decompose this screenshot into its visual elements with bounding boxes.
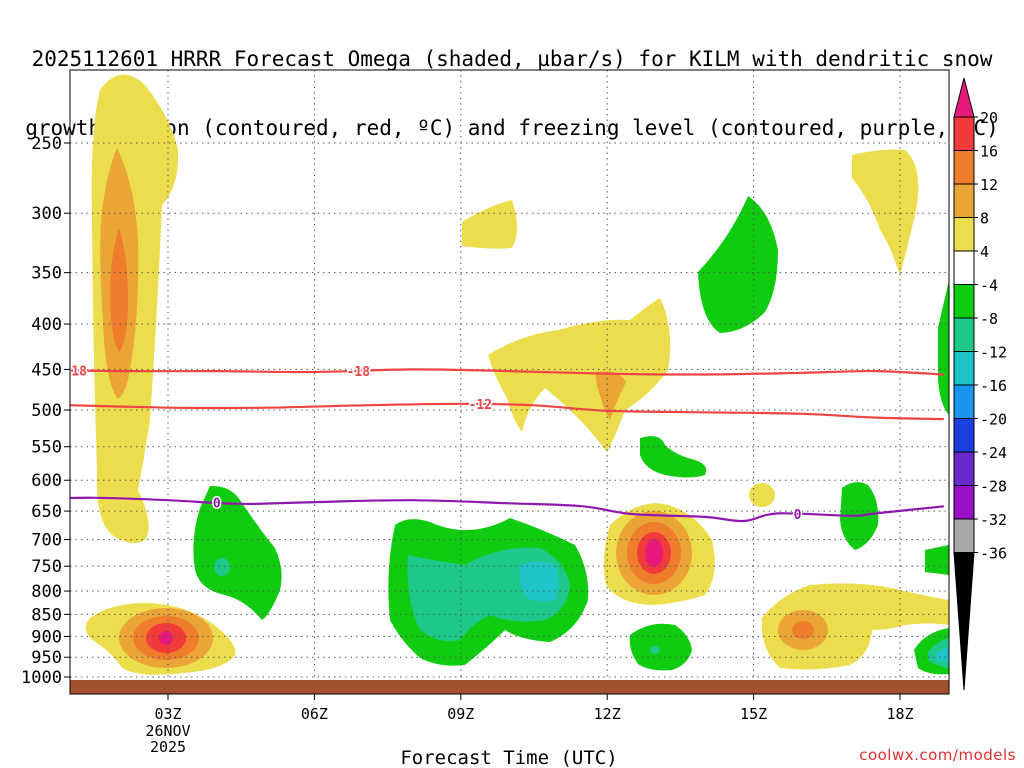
x-tick-date-label: 26NOV bbox=[145, 722, 190, 740]
colorbar-tick-label--24: -24 bbox=[980, 444, 1007, 462]
colorbar-tick-label--16: -16 bbox=[980, 377, 1007, 395]
grid-lines bbox=[70, 70, 949, 680]
omega-mid-10z-4 bbox=[488, 298, 671, 452]
y-tick-label-500: 500 bbox=[31, 401, 62, 421]
colorbar-tick-label--28: -28 bbox=[980, 478, 1007, 496]
y-tick-label-250: 250 bbox=[31, 134, 62, 154]
omega-upper-18z-4 bbox=[852, 149, 919, 275]
colorbar-band--24--20 bbox=[953, 418, 975, 453]
colorbar-band-16-20 bbox=[953, 116, 975, 151]
x-tick-year-label: 2025 bbox=[150, 738, 186, 756]
x-tick-label-12z: 12Z bbox=[594, 705, 621, 723]
colorbar-tick-label-16: 16 bbox=[980, 143, 998, 161]
colorbar-tick-label-12: 12 bbox=[980, 176, 998, 194]
omega-sink-13z-mid-8 bbox=[640, 436, 707, 478]
colorbar-top-cap bbox=[953, 77, 975, 118]
y-tick-label-750: 750 bbox=[31, 557, 62, 577]
omega-13z-20 bbox=[645, 539, 663, 567]
colorbar-tick-label-8: 8 bbox=[980, 210, 989, 228]
omega-sink-04z-8 bbox=[193, 485, 282, 620]
isotherm-0-label-1: 0 bbox=[794, 508, 802, 523]
x-axis-label: Forecast Time (UTC) bbox=[400, 747, 617, 768]
omega-15z-small-4 bbox=[749, 483, 775, 507]
chart-title: 2025112601 HRRR Forecast Omega (shaded, … bbox=[0, 2, 1024, 163]
colorbar-band--12--8 bbox=[953, 317, 975, 352]
colorbar-band--16--12 bbox=[953, 351, 975, 386]
colorbar-tick-label-20: 20 bbox=[980, 109, 998, 127]
ground-surface-bar bbox=[70, 680, 949, 694]
omega-16z-12 bbox=[792, 621, 814, 639]
isotherm-minus18-line bbox=[70, 368, 944, 376]
isotherm-0-line bbox=[70, 496, 945, 523]
colorbar-band--20--16 bbox=[953, 384, 975, 419]
isotherm-minus12-line bbox=[70, 402, 944, 421]
x-tick-label-15z: 15Z bbox=[740, 705, 767, 723]
y-tick-label-350: 350 bbox=[31, 264, 62, 284]
isotherm-minus18-label-1: -18 bbox=[347, 365, 371, 380]
chart-title-line-2: growth region (contoured, red, ºC) and f… bbox=[25, 116, 999, 140]
y-tick-label-400: 400 bbox=[31, 315, 62, 335]
omega-sink-15z-8 bbox=[698, 196, 778, 333]
credit-text: coolwx.com/models bbox=[859, 746, 1016, 764]
temperature-contours: -18 -18 -12 0 0 bbox=[64, 363, 945, 525]
colorbar-band-8-12 bbox=[953, 183, 975, 218]
isotherm-0-label-0: 0 bbox=[213, 497, 221, 512]
x-tick-label-03z: 03Z bbox=[154, 705, 181, 723]
y-tick-label-650: 650 bbox=[31, 502, 62, 522]
colorbar: 20 16 12 8 4 -4 -8 -12 -16 -20 -24 -28 -32 -36 bbox=[953, 77, 1007, 691]
colorbar-tick-label--12: -12 bbox=[980, 344, 1007, 362]
omega-shading bbox=[85, 74, 949, 675]
y-tick-label-450: 450 bbox=[31, 360, 62, 380]
colorbar-band--8--4 bbox=[953, 284, 975, 319]
omega-low-03z-20 bbox=[159, 631, 173, 645]
axis-labels: 2503003504004505005506006507007508008509… bbox=[21, 134, 914, 768]
colorbar-band-4-8 bbox=[953, 217, 975, 252]
colorbar-tick-label--8: -8 bbox=[980, 310, 998, 328]
omega-09z-upper-4 bbox=[462, 200, 517, 249]
omega-sink-11z-16 bbox=[519, 561, 559, 602]
x-tick-label-06z: 06Z bbox=[301, 705, 328, 723]
colorbar-tick-label-4: 4 bbox=[980, 243, 989, 261]
y-tick-label-800: 800 bbox=[31, 582, 62, 602]
colorbar-tick-label--4: -4 bbox=[980, 277, 998, 295]
isotherm-minus18-label-0: -18 bbox=[64, 364, 88, 379]
y-tick-label-900: 900 bbox=[31, 627, 62, 647]
colorbar-tick-label--32: -32 bbox=[980, 511, 1007, 529]
y-tick-label-850: 850 bbox=[31, 605, 62, 625]
x-tick-label-18z: 18Z bbox=[886, 705, 913, 723]
colorbar-band--4-4 bbox=[953, 250, 975, 285]
isotherm-minus12-label-0: -12 bbox=[469, 398, 492, 413]
y-tick-label-700: 700 bbox=[31, 531, 62, 551]
colorbar-bottom-cap bbox=[953, 552, 975, 691]
omega-sink-19z-mid-8 bbox=[925, 545, 949, 575]
colorbar-band-12-16 bbox=[953, 150, 975, 185]
omega-sink-13z-low-12 bbox=[650, 646, 660, 654]
omega-sink-04z-12 bbox=[214, 558, 230, 576]
colorbar-band--28--24 bbox=[953, 451, 975, 486]
y-tick-label-1000: 1000 bbox=[21, 668, 62, 688]
y-tick-label-600: 600 bbox=[31, 471, 62, 491]
omega-column-12 bbox=[110, 228, 129, 352]
omega-mid-12z-8 bbox=[595, 371, 626, 420]
y-tick-label-300: 300 bbox=[31, 204, 62, 224]
colorbar-band--36--32 bbox=[953, 518, 975, 553]
colorbar-tick-label--36: -36 bbox=[980, 545, 1007, 563]
omega-sink-19z-upper-8 bbox=[938, 280, 949, 415]
omega-sink-13z-low-8 bbox=[629, 623, 692, 671]
y-tick-label-950: 950 bbox=[31, 648, 62, 668]
y-tick-label-550: 550 bbox=[31, 438, 62, 458]
colorbar-tick-label--20: -20 bbox=[980, 411, 1007, 429]
chart-title-line-1: 2025112601 HRRR Forecast Omega (shaded, … bbox=[31, 47, 993, 71]
plot-frame bbox=[69, 69, 950, 695]
omega-sink-19z-low-16 bbox=[935, 647, 949, 662]
x-tick-label-09z: 09Z bbox=[447, 705, 474, 723]
colorbar-band--32--28 bbox=[953, 485, 975, 520]
